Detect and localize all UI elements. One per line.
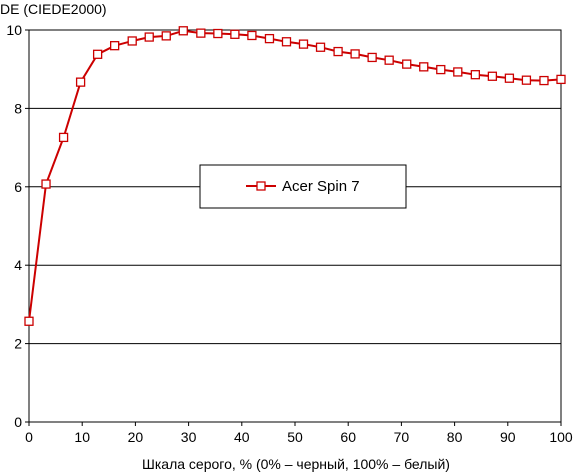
data-point xyxy=(521,75,532,85)
grid-layer xyxy=(29,107,561,345)
data-point xyxy=(178,26,188,36)
legend-marker-swatch xyxy=(256,181,266,191)
y-tick-label: 6 xyxy=(14,179,22,195)
x-tick-label: 70 xyxy=(394,429,410,445)
data-point xyxy=(41,179,51,189)
x-tick-label: 40 xyxy=(234,429,250,445)
data-point xyxy=(539,75,549,86)
data-point xyxy=(230,29,240,39)
y-tick-label: 2 xyxy=(14,336,22,352)
data-point xyxy=(24,316,34,326)
y-tick-label: 4 xyxy=(14,257,22,273)
x-tick-label: 30 xyxy=(181,429,197,445)
data-point xyxy=(384,55,394,65)
data-point xyxy=(127,36,137,46)
data-point xyxy=(92,49,103,59)
legend-series-label: Acer Spin 7 xyxy=(282,178,360,195)
data-point xyxy=(470,70,480,80)
data-point xyxy=(161,31,171,41)
data-point xyxy=(504,73,515,83)
x-tick-label: 50 xyxy=(287,429,303,445)
plot-frame xyxy=(28,29,562,423)
data-point xyxy=(315,42,326,52)
x-tick-label: 20 xyxy=(128,429,144,445)
data-point xyxy=(196,28,206,38)
series-layer xyxy=(24,26,566,326)
data-point xyxy=(367,52,377,63)
data-point xyxy=(556,74,566,85)
data-point xyxy=(419,62,429,72)
data-point xyxy=(298,39,309,49)
y-tick-label: 10 xyxy=(6,22,22,38)
legend-box xyxy=(199,164,407,209)
data-point xyxy=(487,71,498,81)
x-tick-label: 10 xyxy=(74,429,90,445)
x-tick-label: 90 xyxy=(500,429,516,445)
legend: Acer Spin 7 xyxy=(199,164,407,209)
y-tick-label: 0 xyxy=(14,414,22,430)
x-tick-label: 60 xyxy=(340,429,356,445)
data-point xyxy=(350,49,360,59)
data-point xyxy=(402,59,412,69)
y-axis-label: DE (CIEDE2000) xyxy=(0,1,107,17)
x-tick-label: 100 xyxy=(549,429,573,445)
x-tick-label: 0 xyxy=(25,429,33,445)
data-point xyxy=(110,41,120,51)
data-point xyxy=(453,67,463,77)
data-point xyxy=(247,30,257,41)
data-point xyxy=(333,46,343,57)
data-point xyxy=(213,28,223,39)
data-point xyxy=(144,32,154,42)
data-point xyxy=(436,64,446,75)
x-tick-label: 80 xyxy=(447,429,463,445)
data-point xyxy=(281,37,292,47)
data-point xyxy=(264,33,275,44)
y-tick-label: 8 xyxy=(14,100,22,116)
data-point xyxy=(58,132,69,143)
data-point xyxy=(75,77,86,87)
x-axis-label: Шкала серого, % (0% – черный, 100% – бел… xyxy=(142,456,450,472)
